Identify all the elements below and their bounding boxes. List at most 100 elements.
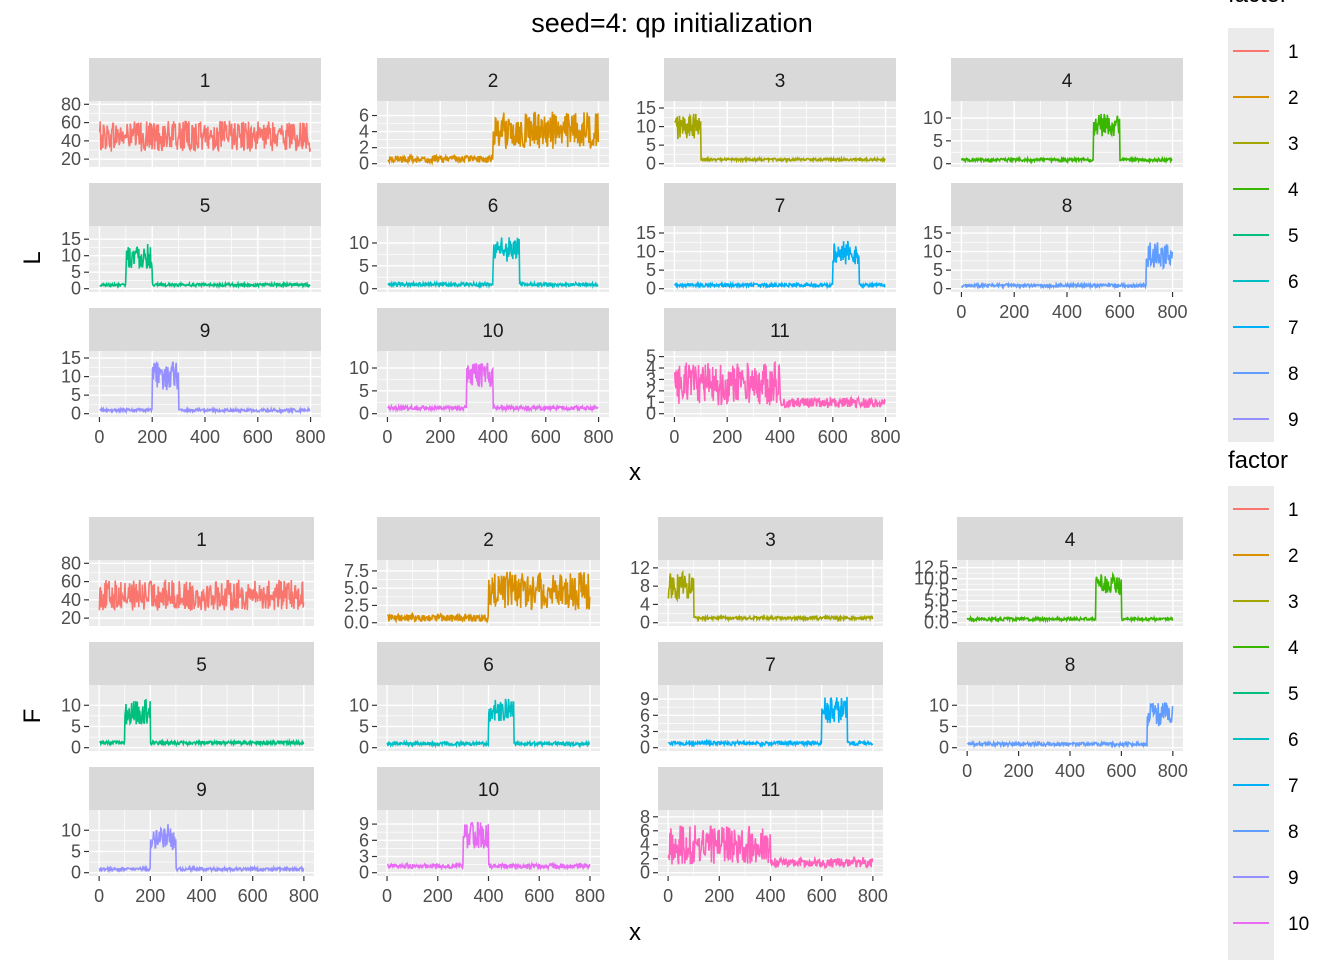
- y-tick-label: 4: [359, 122, 369, 142]
- y-tick-label: 4: [640, 835, 650, 855]
- facet-strip: [664, 308, 896, 351]
- y-tick-label: 10: [636, 242, 656, 262]
- x-tick-label: 800: [289, 886, 319, 906]
- legend-item-1: 1: [1228, 28, 1299, 74]
- facet-strip: [89, 58, 321, 101]
- x-tick-label: 600: [1105, 302, 1135, 322]
- y-tick-label: 2: [640, 849, 650, 869]
- legend-item-3: 3: [1228, 578, 1299, 624]
- facet-strip-label: 11: [770, 321, 790, 342]
- facet-strip-label: 7: [765, 655, 776, 676]
- legend-item-10: 10: [1228, 900, 1309, 946]
- x-tick-label: 200: [712, 427, 742, 447]
- y-tick-label: 60: [61, 572, 81, 592]
- facet-strip: [951, 58, 1183, 101]
- y-tick-label: 3: [359, 847, 369, 867]
- legend-bottom: factor 1 2 3 4 5 6 7 8 9 10: [1228, 447, 1309, 960]
- y-tick-label: 0: [359, 279, 369, 299]
- legend-item-3: 3: [1228, 120, 1299, 166]
- y-tick-label: 0: [640, 863, 650, 883]
- facet-strip-label: 1: [200, 71, 211, 92]
- x-tick-label: 600: [238, 886, 268, 906]
- x-tick-label: 600: [1106, 761, 1136, 781]
- legend-item-7: 7: [1228, 304, 1299, 350]
- x-tick-label: 600: [807, 886, 837, 906]
- y-tick-label: 0: [359, 404, 369, 424]
- series-line-factor-6: [386, 698, 590, 749]
- x-tick-label: 800: [1158, 302, 1188, 322]
- series-line-factor-8: [966, 702, 1174, 749]
- y-tick-label: 15: [61, 348, 81, 368]
- series-line-factor-3: [667, 569, 874, 623]
- y-tick-label: 0: [646, 279, 656, 299]
- x-tick-label: 800: [858, 886, 888, 906]
- facet-strip-label: 5: [196, 655, 207, 676]
- facet-strip: [377, 58, 609, 101]
- y-tick-label: 0: [359, 863, 369, 883]
- facet-strip: [89, 517, 314, 560]
- facet-strip-label: 4: [1062, 71, 1073, 92]
- facet-strip: [957, 642, 1183, 685]
- y-tick-label: 5.0: [924, 591, 949, 611]
- y-tick-label: 2.5: [924, 602, 949, 622]
- legend-item-4: 4: [1228, 624, 1299, 670]
- facet-strip: [658, 642, 883, 685]
- legend-item-5: 5: [1228, 212, 1299, 258]
- y-tick-label: 0: [640, 613, 650, 633]
- series-line-factor-3: [674, 113, 886, 164]
- y-tick-label: 10: [349, 233, 369, 253]
- series-line-factor-8: [960, 242, 1174, 291]
- y-tick-label: 0: [71, 404, 81, 424]
- legend-label: 2: [1288, 546, 1299, 567]
- y-tick-label: 1: [646, 392, 656, 412]
- y-tick-label: 0: [359, 738, 369, 758]
- facet-strip-label: 2: [488, 71, 499, 92]
- legend-item-2: 2: [1228, 532, 1299, 578]
- y-tick-label: 0: [646, 404, 656, 424]
- x-tick-label: 400: [190, 427, 220, 447]
- legend-item-7: 7: [1228, 762, 1299, 808]
- y-tick-label: 6: [640, 821, 650, 841]
- y-tick-label: 0: [939, 738, 949, 758]
- legend-label: 5: [1288, 684, 1299, 705]
- x-tick-label: 800: [871, 427, 901, 447]
- y-tick-label: 10: [929, 695, 949, 715]
- y-tick-label: 80: [61, 94, 81, 114]
- y-tick-label: 5: [933, 131, 943, 151]
- series-line-factor-9: [98, 824, 305, 874]
- y-tick-label: 40: [61, 131, 81, 151]
- y-tick-label: 12.5: [914, 558, 949, 578]
- x-tick-label: 600: [524, 886, 554, 906]
- y-tick-label: 5: [71, 841, 81, 861]
- y-tick-label: 0: [71, 863, 81, 883]
- legend-item-2: 2: [1228, 74, 1299, 120]
- facet-strip: [377, 308, 609, 351]
- y-tick-label: 4: [646, 358, 656, 378]
- series-line-factor-7: [673, 240, 886, 290]
- x-tick-label: 400: [755, 886, 785, 906]
- facet-strip: [957, 517, 1183, 560]
- x-tick-label: 600: [531, 427, 561, 447]
- y-tick-label: 20: [61, 608, 81, 628]
- series-line-factor-4: [966, 571, 1174, 624]
- x-tick-label: 0: [956, 302, 966, 322]
- x-tick-label: 200: [423, 886, 453, 906]
- legend-item-8: 8: [1228, 350, 1299, 396]
- y-tick-label: 15: [636, 98, 656, 118]
- y-tick-label: 8: [640, 576, 650, 596]
- facet-panel-6: 6 0 5 10: [349, 183, 609, 299]
- facet-strip-label: 4: [1065, 530, 1076, 551]
- legend-label: 1: [1288, 500, 1299, 521]
- facet-strip-label: 6: [483, 655, 494, 676]
- chart-title: seed=4: qp initialization: [531, 8, 812, 38]
- y-tick-label: 5: [71, 385, 81, 405]
- legend-label: 8: [1288, 364, 1299, 385]
- y-tick-label: 5: [359, 256, 369, 276]
